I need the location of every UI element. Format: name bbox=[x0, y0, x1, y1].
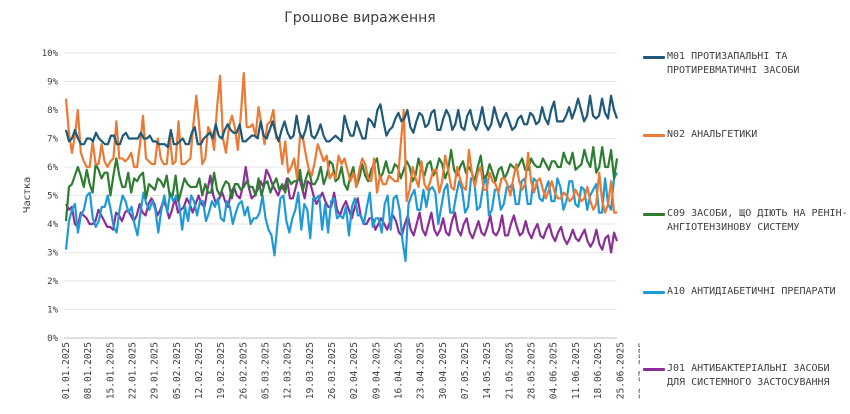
line-chart: 0% 1% 2% 3% 4% 5% 6% 7% 8% 9% 10% 01.01.2025 08.01.… bbox=[22, 49, 640, 399]
legend-label: C09 ЗАСОБИ, ЩО ДІЮТЬ НА РЕНІН-АНГІОТЕНЗИ… bbox=[667, 208, 848, 233]
y-axis-ticks: 0% 1% 2% 3% 4% 5% 6% 7% 8% 9% 10% bbox=[42, 49, 59, 344]
legend-label: N02 АНАЛЬГЕТИКИ bbox=[667, 129, 758, 140]
legend-swatch bbox=[643, 56, 665, 59]
series-line-0 bbox=[64, 94, 619, 149]
x-tick-label: 18.06.2025 bbox=[593, 342, 604, 399]
legend-label: J01 АНТИБАКТЕРІАЛЬНІ ЗАСОБИ ДЛЯ СИСТЕМНО… bbox=[667, 363, 830, 388]
y-axis-label: Частка bbox=[22, 177, 33, 213]
legend-swatch bbox=[643, 368, 665, 371]
x-tick-label: 21.05.2025 bbox=[504, 342, 515, 399]
legend-item: M01 ПРОТИЗАПАЛЬНІ ТА ПРОТИРЕВМАТИЧНІ ЗАС… bbox=[643, 50, 848, 78]
series-line-2 bbox=[64, 145, 619, 222]
x-axis-ticks: 01.01.2025 08.01.2025 15.01.2025 22.01.2025… bbox=[61, 342, 640, 399]
x-tick-label: 26.02.2025 bbox=[238, 342, 249, 399]
x-tick-label: 07.05.2025 bbox=[460, 342, 471, 399]
x-tick-label: 19.02.2025 bbox=[216, 342, 227, 399]
series-lines bbox=[64, 71, 619, 263]
y-tick-label: 0% bbox=[47, 334, 58, 344]
legend-label: M01 ПРОТИЗАПАЛЬНІ ТА ПРОТИРЕВМАТИЧНІ ЗАС… bbox=[667, 51, 800, 76]
y-tick-label: 8% bbox=[47, 106, 58, 116]
x-tick-label: 28.05.2025 bbox=[527, 342, 538, 399]
y-tick-label: 9% bbox=[47, 78, 58, 88]
series-line-1 bbox=[64, 71, 617, 214]
x-tick-label: 14.05.2025 bbox=[482, 342, 493, 399]
x-tick-label: 02.04.2025 bbox=[349, 342, 360, 399]
series-line-4 bbox=[65, 165, 619, 254]
x-tick-label: 26.03.2025 bbox=[327, 342, 338, 399]
legend-item: C09 ЗАСОБИ, ЩО ДІЮТЬ НА РЕНІН-АНГІОТЕНЗИ… bbox=[643, 207, 848, 235]
x-tick-label: 15.01.2025 bbox=[105, 342, 116, 399]
y-tick-label: 3% bbox=[47, 249, 58, 259]
legend-item: A10 АНТИДІАБЕТИЧНІ ПРЕПАРАТИ bbox=[643, 285, 848, 299]
legend-item: N02 АНАЛЬГЕТИКИ bbox=[643, 128, 848, 142]
x-tick-label: 01.01.2025 bbox=[61, 342, 72, 399]
y-tick-label: 7% bbox=[47, 135, 58, 145]
x-tick-label: 19.03.2025 bbox=[305, 342, 316, 399]
y-tick-label: 6% bbox=[47, 163, 58, 173]
x-tick-label: 02.07.2025 bbox=[637, 342, 640, 399]
x-tick-label: 30.04.2025 bbox=[438, 342, 449, 399]
y-tick-label: 10% bbox=[42, 49, 59, 59]
x-tick-label: 05.02.2025 bbox=[172, 342, 183, 399]
legend-swatch bbox=[643, 291, 665, 294]
x-tick-label: 12.03.2025 bbox=[283, 342, 294, 399]
y-tick-label: 5% bbox=[47, 192, 58, 202]
y-tick-label: 2% bbox=[47, 277, 58, 287]
x-tick-label: 08.01.2025 bbox=[83, 342, 94, 399]
legend-label: A10 АНТИДІАБЕТИЧНІ ПРЕПАРАТИ bbox=[667, 286, 836, 297]
y-tick-label: 1% bbox=[47, 306, 58, 316]
x-tick-label: 09.04.2025 bbox=[371, 342, 382, 399]
x-tick-label: 12.02.2025 bbox=[194, 342, 205, 399]
x-tick-label: 04.06.2025 bbox=[549, 342, 560, 399]
x-tick-label: 05.03.2025 bbox=[261, 342, 272, 399]
x-tick-label: 25.06.2025 bbox=[615, 342, 626, 399]
chart-title: Грошове вираження bbox=[284, 10, 436, 26]
legend-item: J01 АНТИБАКТЕРІАЛЬНІ ЗАСОБИ ДЛЯ СИСТЕМНО… bbox=[643, 362, 848, 390]
x-tick-label: 16.04.2025 bbox=[394, 342, 405, 399]
legend-swatch bbox=[643, 134, 665, 137]
x-tick-label: 23.04.2025 bbox=[416, 342, 427, 399]
y-tick-label: 4% bbox=[47, 220, 58, 230]
x-tick-label: 22.01.2025 bbox=[128, 342, 139, 399]
legend-swatch bbox=[643, 213, 665, 216]
x-tick-label: 29.01.2025 bbox=[150, 342, 161, 399]
x-tick-label: 11.06.2025 bbox=[571, 342, 582, 399]
